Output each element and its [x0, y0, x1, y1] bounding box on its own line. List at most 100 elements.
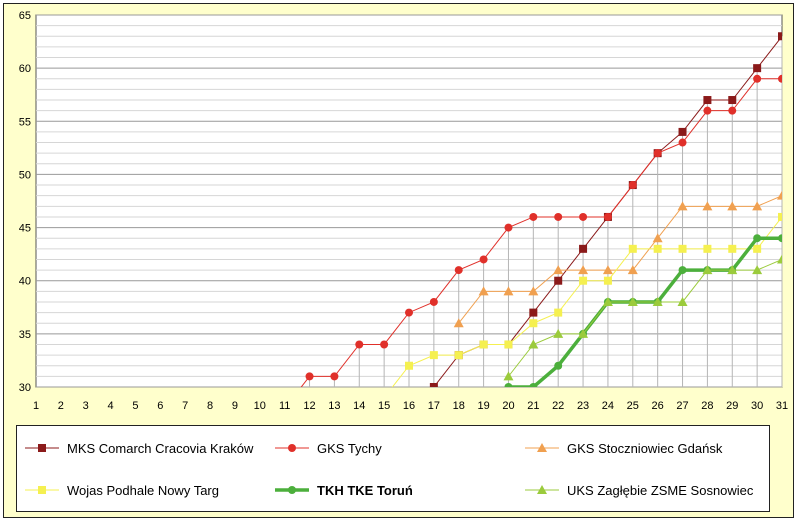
data-point	[553, 328, 564, 338]
x-tick-label: 15	[378, 400, 390, 412]
x-tick-label: 1	[33, 400, 39, 412]
data-point	[603, 276, 612, 285]
data-point	[627, 296, 638, 306]
legend-item: GKS Tychy	[275, 439, 382, 457]
data-point	[330, 372, 339, 381]
y-tick-label: 60	[19, 63, 31, 75]
data-point	[602, 296, 613, 306]
x-tick-label: 26	[652, 400, 664, 412]
x-tick-label: 18	[453, 400, 465, 412]
data-point	[553, 265, 564, 275]
data-point	[727, 265, 738, 275]
data-point	[305, 372, 314, 381]
x-tick-label: 30	[751, 400, 763, 412]
legend-label: TKH TKE Toruń	[317, 482, 413, 498]
data-point	[504, 383, 513, 387]
data-point	[554, 276, 563, 285]
data-point	[355, 340, 364, 349]
chart-frame: 30 35 40 45 50 55 60 65 1 2 3 4 5 6 7 8 9 10 11 12 13 14 15 16…	[3, 3, 794, 518]
x-tick-label: 11	[279, 400, 290, 412]
data-point	[578, 265, 589, 275]
data-point	[628, 181, 637, 190]
data-point	[503, 371, 514, 381]
series-3	[453, 190, 782, 328]
x-tick-label: 24	[602, 400, 614, 412]
x-tick-label: 2	[58, 400, 64, 412]
data-point	[503, 286, 514, 296]
data-point	[429, 297, 438, 306]
data-point	[652, 233, 663, 243]
legend-item: UKS Zagłębie ZSME Sosnowiec	[525, 481, 753, 499]
y-tick-label: 55	[19, 116, 31, 128]
data-point	[454, 351, 463, 360]
data-point	[777, 190, 782, 200]
data-point	[702, 201, 713, 211]
data-point	[752, 201, 763, 211]
series-group	[300, 32, 782, 387]
y-tick-label: 40	[19, 276, 31, 288]
x-tick-label: 19	[477, 400, 489, 412]
x-tick-label: 10	[254, 400, 266, 412]
data-point	[753, 234, 762, 243]
series-2	[300, 74, 782, 387]
data-point	[728, 244, 737, 253]
x-tick-label: 17	[428, 400, 440, 412]
legend-swatch	[275, 444, 309, 452]
y-axis: 30 35 40 45 50 55 60 65	[19, 10, 31, 394]
legend-label: Wojas Podhale Nowy Targ	[67, 482, 219, 498]
data-point	[528, 286, 539, 296]
data-point	[702, 265, 713, 275]
legend: MKS Comarch Cracovia Kraków GKS Tychy GKS …	[16, 425, 770, 512]
legend-item: GKS Stoczniowiec Gdańsk	[525, 439, 722, 457]
data-point	[678, 138, 687, 147]
x-tick-label: 27	[676, 400, 688, 412]
legend-marker	[38, 444, 46, 452]
x-tick-label: 14	[353, 400, 365, 412]
data-point	[727, 201, 738, 211]
series-4	[391, 212, 782, 387]
data-point	[703, 244, 712, 253]
data-point	[778, 74, 782, 83]
data-point	[627, 265, 638, 275]
data-point	[678, 266, 687, 275]
data-point	[578, 328, 589, 338]
data-point	[677, 296, 688, 306]
x-tick-label: 23	[577, 400, 589, 412]
series-line	[508, 258, 782, 377]
legend-marker	[537, 443, 547, 452]
x-tick-label: 28	[701, 400, 713, 412]
data-point	[728, 96, 737, 105]
x-tick-label: 16	[403, 400, 415, 412]
data-point	[753, 244, 762, 253]
x-tick-label: 4	[108, 400, 114, 412]
legend-marker	[288, 444, 296, 452]
x-tick-label: 20	[502, 400, 514, 412]
data-point	[703, 106, 712, 115]
x-tick-label: 6	[157, 400, 163, 412]
data-point	[529, 319, 538, 328]
x-tick-label: 25	[627, 400, 639, 412]
data-point	[703, 96, 712, 105]
legend-marker	[288, 486, 296, 494]
data-point	[454, 266, 463, 275]
x-tick-label: 7	[182, 400, 188, 412]
legend-swatch	[25, 444, 59, 452]
x-tick-label: 13	[328, 400, 340, 412]
y-tick-label: 50	[19, 169, 31, 181]
drop-lines	[309, 36, 783, 387]
data-point	[752, 265, 763, 275]
data-point	[429, 351, 438, 360]
data-point	[529, 212, 538, 221]
data-point	[728, 106, 737, 115]
legend-swatch	[25, 486, 59, 494]
data-point	[778, 234, 782, 243]
data-point	[405, 308, 413, 317]
x-tick-label: 31	[776, 400, 788, 412]
data-point	[504, 340, 513, 349]
data-point	[653, 244, 662, 253]
data-point	[777, 254, 782, 264]
data-point	[380, 340, 389, 349]
data-point	[678, 127, 687, 136]
y-tick-label: 35	[19, 329, 31, 341]
data-point	[504, 223, 513, 232]
